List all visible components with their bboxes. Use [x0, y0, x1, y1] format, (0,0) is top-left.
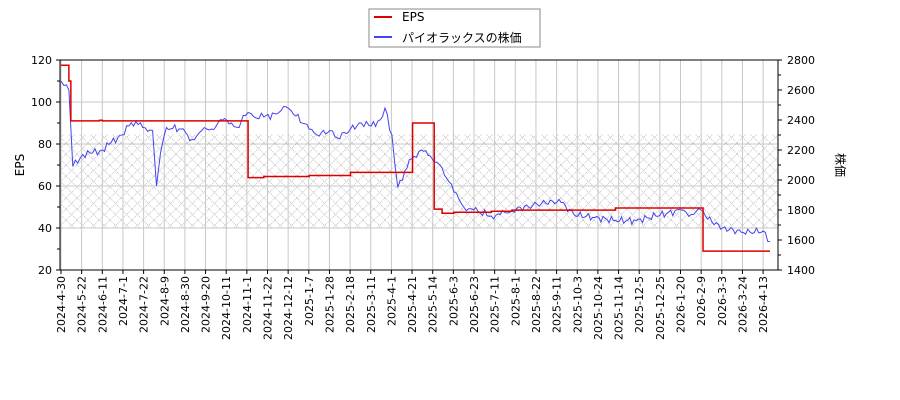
left-axis-title: EPS: [13, 154, 27, 176]
x-tick-label: 2025-7-11: [489, 276, 502, 333]
x-tick-label: 2024-6-11: [96, 276, 109, 333]
right-tick-label: 2400: [787, 114, 815, 127]
right-tick-label: 2600: [787, 84, 815, 97]
left-tick-label: 120: [31, 54, 52, 67]
left-tick-label: 40: [38, 222, 52, 235]
right-tick-label: 1600: [787, 234, 815, 247]
left-axis: 20 40 60 80 100 120: [31, 54, 60, 277]
x-tick-label: 2025-5-14: [427, 276, 440, 333]
x-tick-label: 2025-6-3: [447, 276, 460, 326]
legend-box: [368, 8, 541, 48]
right-tick-label: 2200: [787, 144, 815, 157]
right-tick-label: 2000: [787, 174, 815, 187]
left-tick-label: 100: [31, 96, 52, 109]
x-tick-label: 2024-11-22: [262, 276, 275, 340]
x-tick-label: 2026-3-3: [716, 276, 729, 326]
x-tick-label: 2024-8-30: [179, 276, 192, 333]
plot-area: [59, 59, 779, 271]
x-tick-label: 2025-3-11: [365, 276, 378, 333]
right-axis-title: 株価: [833, 153, 848, 177]
x-tick-label: 2026-3-24: [736, 276, 749, 333]
x-tick-label: 2024-7-1: [117, 276, 130, 326]
gridlines: [60, 59, 778, 271]
x-tick-label: 2024-7-22: [138, 276, 151, 333]
x-tick-label: 2025-1-7: [303, 276, 316, 326]
x-tick-label: 2024-4-30: [55, 276, 68, 333]
legend-price-label: パイオラックスの株価: [402, 30, 522, 45]
x-tick-label: 2025-6-23: [468, 276, 481, 333]
x-tick-label: 2026-2-9: [695, 276, 708, 326]
right-tick-label: 1400: [787, 264, 815, 277]
legend: EPS パイオラックスの株価: [368, 8, 541, 48]
x-tick-label: 2024-12-12: [282, 276, 295, 340]
x-tick-label: 2026-1-20: [675, 276, 688, 333]
price-line: [60, 80, 771, 242]
x-tick-label: 2024-11-1: [241, 276, 254, 333]
x-tick-label: 2024-5-22: [76, 276, 89, 333]
right-axis: 1400 1600 1800 2000 2200 2400 2600 2800: [778, 54, 815, 277]
x-tick-label: 2025-8-22: [530, 276, 543, 333]
eps-line: [61, 64, 770, 252]
x-tick-label: 2025-10-24: [592, 276, 605, 340]
x-tick-label: 2025-12-25: [654, 276, 667, 340]
x-tick-label: 2025-12-5: [633, 276, 646, 333]
x-tick-label: 2025-10-3: [571, 276, 584, 333]
x-tick-label: 2025-2-18: [344, 276, 357, 333]
x-axis: 2024-4-30 2024-5-22 2024-6-11 2024-7-1 2024-…: [55, 270, 770, 340]
left-tick-label: 60: [38, 180, 52, 193]
left-tick-label: 20: [38, 264, 52, 277]
right-tick-label: 2800: [787, 54, 815, 67]
x-tick-label: 2025-11-14: [613, 276, 626, 340]
x-tick-label: 2025-1-28: [323, 276, 336, 333]
x-tick-label: 2024-8-9: [158, 276, 171, 326]
x-tick-label: 2025-4-1: [385, 276, 398, 326]
x-tick-label: 2024-9-20: [200, 276, 213, 333]
x-tick-label: 2025-8-1: [509, 276, 522, 326]
legend-eps-label: EPS: [402, 10, 424, 24]
series-layer: [60, 64, 771, 252]
left-tick-label: 80: [38, 138, 52, 151]
right-tick-label: 1800: [787, 204, 815, 217]
x-tick-label: 2024-10-11: [220, 276, 233, 340]
x-tick-label: 2026-4-13: [757, 276, 770, 333]
x-tick-label: 2025-4-21: [406, 276, 419, 333]
hatched-band: [60, 134, 778, 228]
x-tick-label: 2025-9-11: [551, 276, 564, 333]
